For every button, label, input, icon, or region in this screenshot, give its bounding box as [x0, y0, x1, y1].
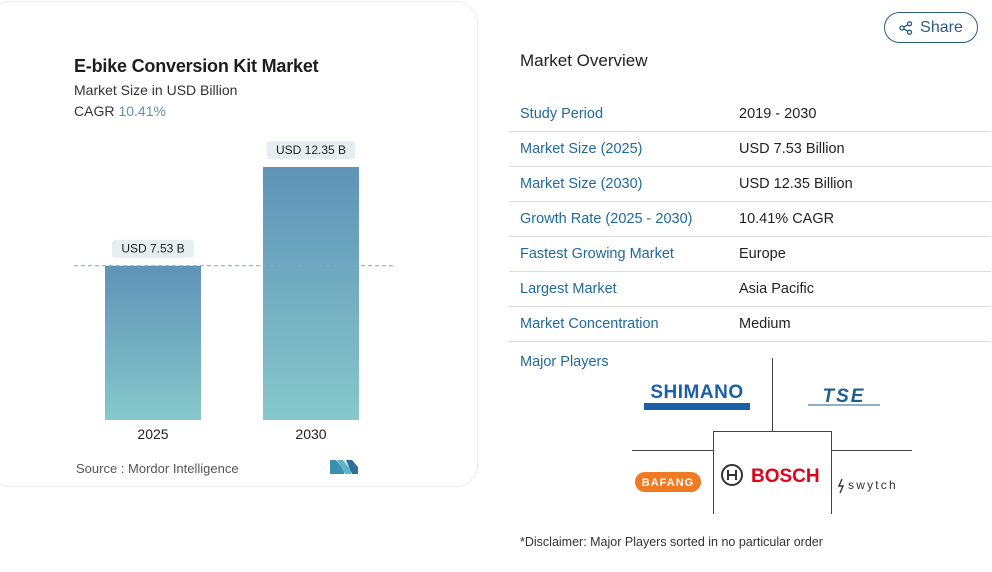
- overview-row-growth-rate: Growth Rate (2025 - 2030) 10.41% CAGR: [509, 202, 991, 237]
- cagr-row: CAGR 10.41%: [74, 103, 166, 119]
- bafang-logo-text: BAFANG: [642, 477, 694, 489]
- shimano-logo-text: SHIMANO: [650, 382, 743, 403]
- overview-row-market-size-2025: Market Size (2025) USD 7.53 Billion: [509, 132, 991, 167]
- overview-row-study-period: Study Period 2019 - 2030: [509, 97, 991, 132]
- players-divider: [772, 358, 773, 431]
- major-players-label: Major Players: [520, 354, 609, 370]
- row-value: Europe: [739, 246, 786, 262]
- tse-logo-text: TSE: [823, 386, 866, 407]
- bafang-logo: BAFANG: [635, 472, 701, 497]
- row-value: USD 12.35 Billion: [739, 176, 853, 192]
- data-label-bg: [266, 141, 356, 159]
- overview-row-concentration: Market Concentration Medium: [509, 307, 991, 342]
- row-label: Market Size (2030): [520, 176, 643, 192]
- chart-title: E-bike Conversion Kit Market: [74, 56, 319, 76]
- row-value: 10.41% CAGR: [739, 211, 835, 227]
- shimano-logo: SHIMANO: [644, 380, 750, 419]
- share-button[interactable]: Share: [884, 12, 978, 43]
- chart-subtitle: Market Size in USD Billion: [74, 82, 238, 98]
- bosch-logo-text: BOSCH: [751, 466, 820, 487]
- mordor-logo-icon: [330, 458, 358, 479]
- swytch-logo-text: swytch: [848, 478, 898, 492]
- data-label-2030: USD 12.35 B: [276, 143, 346, 157]
- players-divider: [831, 431, 832, 514]
- bar-2025: [105, 265, 201, 420]
- overview-row-fastest-growing: Fastest Growing Market Europe: [509, 237, 991, 272]
- players-divider: [832, 450, 912, 451]
- overview-table: Study Period 2019 - 2030 Market Size (20…: [509, 97, 991, 342]
- cagr-label: CAGR: [74, 103, 115, 119]
- players-divider: [713, 431, 832, 432]
- overview-title: Market Overview: [520, 51, 648, 70]
- row-label: Study Period: [520, 106, 604, 122]
- row-value: Asia Pacific: [739, 281, 814, 297]
- x-tick-label-2030: 2030: [295, 426, 326, 442]
- players-divider: [713, 431, 714, 514]
- market-chart-card: [0, 1, 478, 487]
- row-label: Growth Rate (2025 - 2030): [520, 211, 693, 227]
- bar-chart: USD 7.53 B 2025 USD 12.35 B 2030: [74, 141, 394, 442]
- bosch-logo: BOSCH: [720, 462, 824, 493]
- swytch-logo: swytch: [837, 476, 912, 501]
- players-divider: [632, 450, 713, 451]
- disclaimer: *Disclaimer: Major Players sorted in no …: [520, 535, 823, 549]
- row-value: 2019 - 2030: [739, 106, 817, 122]
- overview-row-market-size-2030: Market Size (2030) USD 12.35 Billion: [509, 167, 991, 202]
- row-label: Largest Market: [520, 281, 617, 297]
- data-label-bg: [112, 239, 194, 258]
- row-value: USD 7.53 Billion: [739, 141, 845, 157]
- bar-2030: [263, 167, 359, 420]
- share-label: Share: [920, 18, 963, 36]
- row-label: Market Concentration: [520, 316, 659, 332]
- x-tick-label-2025: 2025: [137, 426, 168, 442]
- row-label: Market Size (2025): [520, 141, 643, 157]
- tse-logo: TSE: [804, 386, 886, 415]
- row-value: Medium: [739, 316, 791, 332]
- data-label-2025: USD 7.53 B: [121, 242, 184, 256]
- row-label: Fastest Growing Market: [520, 246, 674, 262]
- chart-source: Source : Mordor Intelligence: [76, 461, 239, 476]
- cagr-value: 10.41%: [118, 103, 166, 119]
- share-icon: [899, 20, 913, 35]
- overview-row-largest-market: Largest Market Asia Pacific: [509, 272, 991, 307]
